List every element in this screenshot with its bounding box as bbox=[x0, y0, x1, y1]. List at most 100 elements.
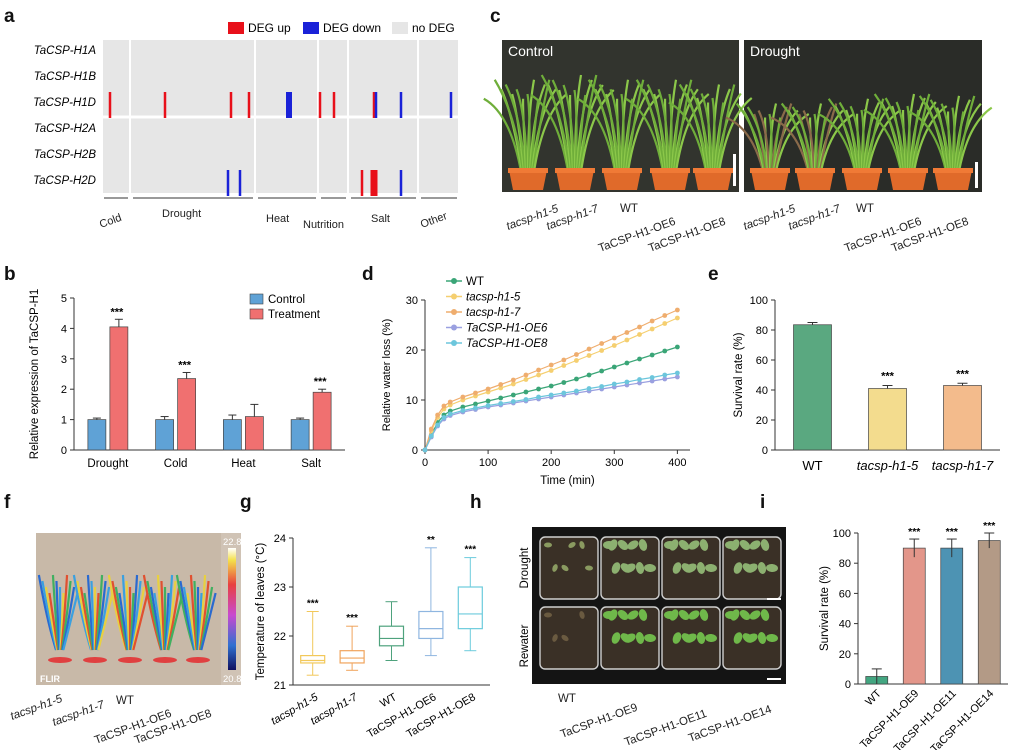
seedling-leaf bbox=[627, 540, 639, 550]
data-point bbox=[586, 346, 592, 352]
seedling-leaf bbox=[696, 632, 706, 644]
pot-marker bbox=[153, 657, 177, 663]
data-point bbox=[586, 353, 592, 358]
seedling-leaf bbox=[699, 539, 709, 551]
data-point bbox=[435, 422, 441, 428]
condition-label: Heat bbox=[266, 213, 289, 225]
data-point bbox=[599, 348, 605, 353]
data-point bbox=[510, 377, 516, 383]
pot-rim bbox=[602, 168, 642, 173]
bar bbox=[245, 416, 264, 451]
data-point bbox=[561, 363, 567, 368]
leaf bbox=[672, 98, 682, 171]
leaf bbox=[849, 105, 863, 171]
deg-mark bbox=[372, 92, 376, 118]
leaf bbox=[711, 97, 716, 171]
seedling-leaf bbox=[730, 539, 740, 551]
data-point bbox=[485, 386, 491, 392]
legend-marker bbox=[451, 309, 457, 315]
data-point bbox=[435, 412, 441, 418]
deg-mark bbox=[229, 92, 233, 118]
gene-label: TaCSP-H1D bbox=[33, 97, 96, 109]
seedling-leaf bbox=[611, 632, 621, 644]
seedling-leaf bbox=[760, 539, 770, 551]
seedling-leaf bbox=[608, 609, 618, 621]
leaf bbox=[918, 95, 949, 171]
bar bbox=[177, 378, 196, 451]
seedling-leaf bbox=[627, 610, 639, 620]
genotype-label: WT bbox=[856, 203, 874, 215]
leaf bbox=[579, 74, 598, 171]
legend-label: tacsp-h1-5 bbox=[466, 292, 521, 304]
data-point bbox=[485, 398, 491, 404]
seedling-leaf bbox=[757, 562, 767, 574]
pot-rim bbox=[842, 168, 882, 173]
pot bbox=[651, 170, 689, 190]
data-point bbox=[498, 382, 504, 387]
data-point bbox=[428, 433, 434, 439]
data-point bbox=[624, 330, 630, 335]
leaf bbox=[718, 97, 753, 171]
bar bbox=[290, 419, 310, 451]
panel-b-bar-chart: 0 1 2 3 4 5 Relative expression of TaCSP-H1 ***… bbox=[29, 289, 345, 470]
seedling-leaf bbox=[678, 540, 690, 550]
deg-mark bbox=[449, 92, 453, 118]
leaf bbox=[775, 113, 810, 171]
seedling-leaf bbox=[624, 563, 636, 573]
leaf bbox=[504, 83, 526, 171]
x-tick-label: WT bbox=[802, 458, 822, 473]
pot-marker bbox=[186, 657, 210, 663]
leaf bbox=[863, 109, 902, 171]
flir-logo: FLIR bbox=[40, 674, 60, 684]
bar bbox=[793, 324, 832, 451]
seedling-leaf bbox=[617, 540, 629, 550]
leaf bbox=[955, 111, 965, 171]
y-tick-label: 20 bbox=[756, 415, 768, 427]
panel-letter-c: c bbox=[490, 6, 501, 27]
seedling-leaf bbox=[749, 610, 761, 620]
leaf bbox=[483, 97, 522, 171]
control-title: Control bbox=[508, 43, 553, 59]
data-point bbox=[649, 326, 655, 332]
leaf bbox=[817, 117, 827, 171]
seedling-leaf bbox=[669, 609, 679, 621]
pot-rim bbox=[555, 168, 595, 173]
seedling-leaf bbox=[699, 609, 709, 621]
leaf bbox=[838, 101, 860, 171]
pot bbox=[539, 606, 599, 670]
significance: *** bbox=[946, 526, 959, 538]
panel-letter-g: g bbox=[240, 492, 252, 513]
x-tick-label: tacsp-h1-7 bbox=[932, 458, 994, 473]
data-point bbox=[561, 380, 567, 385]
seedling-leaf bbox=[730, 609, 740, 621]
data-point bbox=[548, 383, 554, 389]
bar bbox=[109, 326, 129, 451]
seedling-leaf bbox=[749, 540, 761, 550]
scale-bar bbox=[733, 154, 736, 186]
panel-letter-a: a bbox=[4, 6, 15, 27]
bar bbox=[223, 419, 242, 451]
panel-letter-h: h bbox=[470, 492, 482, 513]
condition-label: Cold bbox=[98, 212, 123, 231]
seedling-leaf bbox=[757, 632, 767, 644]
y-tick-label: 0 bbox=[762, 445, 768, 457]
data-point bbox=[536, 394, 541, 400]
leaf bbox=[533, 93, 568, 171]
data-point bbox=[611, 343, 617, 348]
seedling-leaf bbox=[568, 542, 576, 548]
pot-marker bbox=[83, 657, 107, 663]
leaf bbox=[598, 83, 620, 171]
data-point bbox=[649, 318, 655, 324]
legend-none-label: no DEG bbox=[412, 21, 455, 35]
seedling-leaf bbox=[685, 633, 697, 643]
leaf bbox=[530, 94, 569, 171]
leaf bbox=[802, 110, 816, 171]
seedling-leaf bbox=[579, 611, 585, 619]
x-tick-label: Salt bbox=[301, 458, 322, 470]
leaf bbox=[958, 106, 993, 171]
leaf bbox=[725, 116, 764, 171]
leaf bbox=[674, 79, 693, 171]
legend-label: WT bbox=[466, 276, 484, 288]
x-tick-label: Heat bbox=[231, 458, 256, 470]
leaf bbox=[770, 116, 809, 171]
